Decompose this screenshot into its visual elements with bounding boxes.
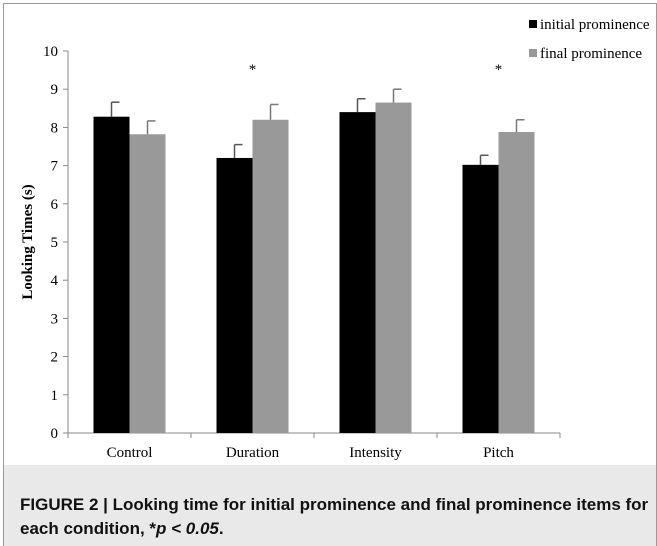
bar: [252, 119, 289, 433]
y-tick-label: 1: [51, 388, 59, 404]
y-tick-label: 2: [51, 350, 59, 366]
x-tick-label: Duration: [226, 445, 280, 461]
y-tick-label: 10: [43, 44, 58, 60]
y-axis-label: Looking Times (s): [20, 184, 36, 299]
caption-significance: p < 0.05: [156, 519, 219, 538]
y-tick-label: 6: [51, 197, 59, 213]
caption-end: .: [218, 519, 224, 538]
legend-swatch: [529, 49, 537, 57]
y-tick-label: 9: [51, 82, 59, 98]
y-tick-label: 5: [51, 235, 59, 251]
x-tick-label: Control: [107, 445, 153, 461]
y-tick-label: 8: [51, 120, 59, 136]
legend-swatch: [529, 20, 537, 28]
y-tick-label: 0: [51, 426, 59, 442]
bar: [375, 102, 412, 433]
significance-marker: *: [495, 62, 503, 78]
caption-text: FIGURE 2 | Looking time for initial prom…: [20, 495, 649, 538]
y-tick-label: 3: [51, 311, 59, 327]
caption-box: [3, 465, 657, 546]
legend-label: final prominence: [540, 46, 642, 62]
legend: initial prominence final prominence: [529, 17, 650, 62]
chart-labels: Looking Times (s) Control Duration * Intensi…: [20, 62, 514, 461]
y-tick-label: 4: [51, 273, 59, 289]
legend-label: initial prominence: [540, 17, 650, 33]
figure-caption: FIGURE 2 | Looking time for initial prom…: [20, 493, 650, 541]
significance-marker: *: [249, 62, 257, 78]
x-tick-label: Intensity: [349, 445, 402, 461]
bar: [498, 131, 535, 433]
bar: [339, 112, 376, 434]
bar: [129, 134, 166, 433]
error-bars: [110, 88, 525, 165]
bar: [462, 164, 499, 433]
bars: [93, 102, 535, 434]
x-tick-label: Pitch: [483, 445, 514, 461]
bar: [93, 116, 130, 433]
y-tick-label: 7: [51, 159, 59, 175]
bar: [216, 157, 253, 433]
